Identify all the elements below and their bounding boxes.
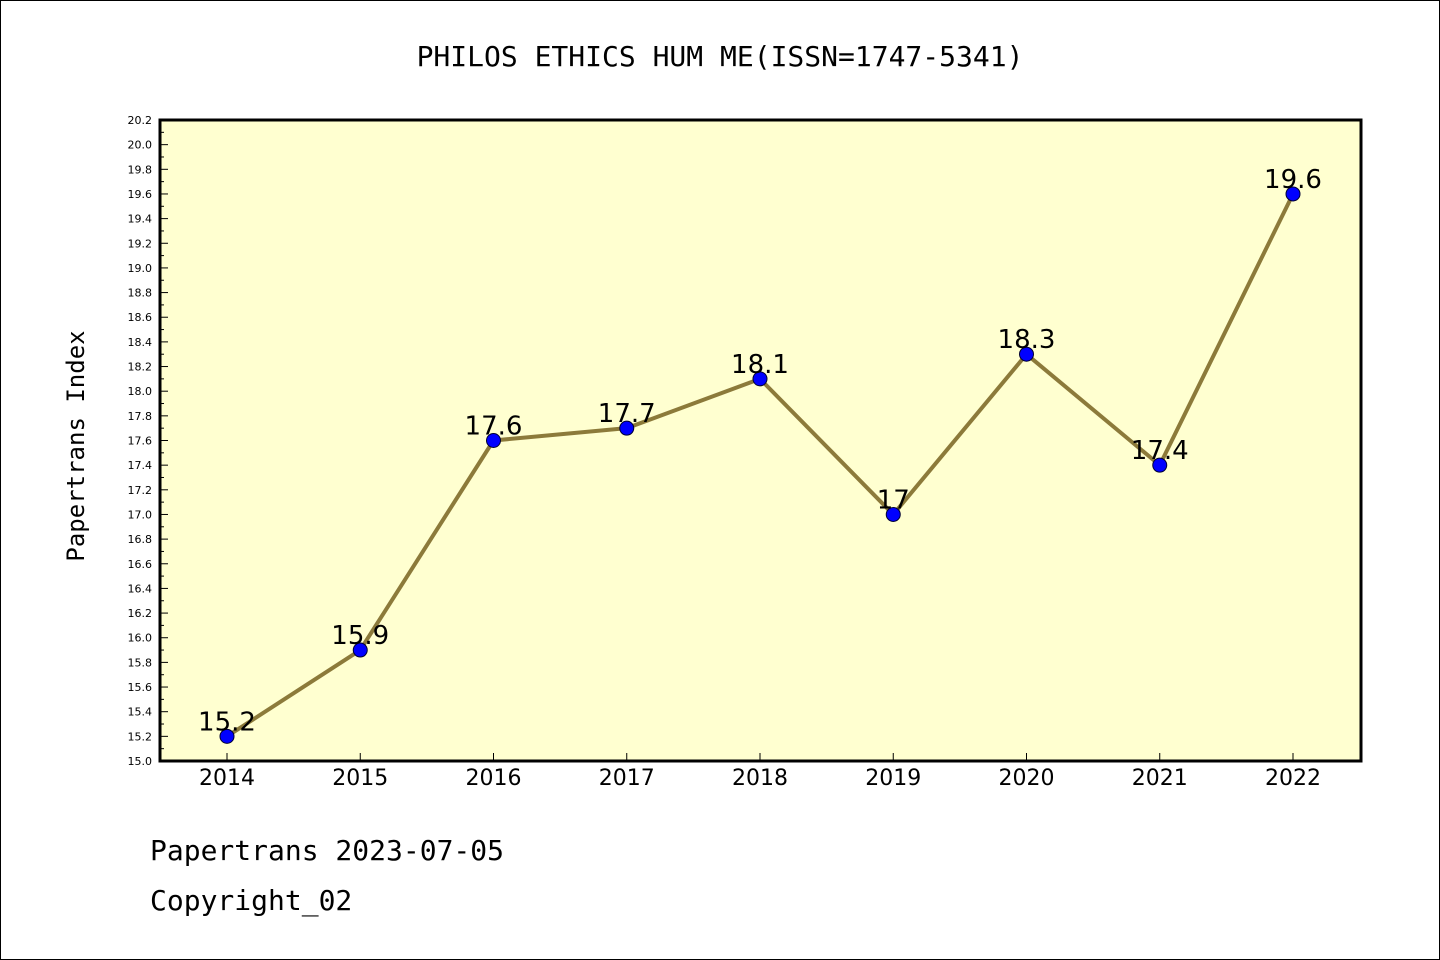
y-axis-label: Papertrans Index (62, 330, 90, 561)
x-tick-label: 2022 (1265, 766, 1321, 791)
y-tick-label: 15.2 (128, 730, 153, 743)
data-label: 15.9 (331, 621, 389, 651)
data-label: 19.6 (1264, 165, 1322, 195)
y-tick-label: 19.6 (128, 188, 153, 201)
y-tick-label: 16.0 (128, 632, 153, 645)
data-label: 18.1 (731, 350, 789, 380)
x-tick-label: 2018 (732, 766, 788, 791)
x-axis-ticks: 2014 2015 2016 2017 2018 2019 2020 2021 2022 (199, 753, 1321, 791)
data-point (885, 506, 901, 522)
y-tick-label: 15.6 (128, 681, 153, 694)
y-tick-label: 16.2 (128, 607, 153, 620)
y-tick-label: 18.0 (128, 385, 153, 398)
y-tick-label: 19.0 (128, 262, 153, 275)
x-tick-label: 2016 (466, 766, 522, 791)
y-axis-ticks: 15.0 15.2 15.4 15.6 15.8 16.0 16.2 16.4 16.6 16.8… (128, 114, 168, 768)
y-tick-label: 18.6 (128, 311, 153, 324)
x-tick-label: 2017 (599, 766, 655, 791)
y-tick-label: 16.4 (128, 582, 153, 595)
y-tick-label: 15.4 (128, 706, 153, 719)
data-point (486, 433, 501, 448)
y-tick-label: 17.4 (128, 459, 153, 472)
data-point (752, 371, 768, 387)
x-tick-label: 2021 (1132, 766, 1188, 791)
x-tick-label: 2019 (865, 766, 921, 791)
y-tick-label: 15.8 (128, 656, 153, 669)
data-point (1019, 346, 1034, 362)
y-tick-label: 18.8 (128, 287, 153, 300)
y-tick-label: 16.6 (128, 558, 153, 571)
y-tick-label: 18.4 (128, 336, 153, 349)
y-tick-label: 17.8 (128, 410, 153, 423)
y-tick-label: 19.2 (128, 237, 153, 250)
footer-date: Papertrans 2023-07-05 (150, 834, 505, 867)
data-label: 17.4 (1131, 436, 1189, 466)
y-tick-label: 18.2 (128, 361, 153, 374)
data-point (219, 728, 235, 744)
x-tick-label: 2020 (999, 766, 1055, 791)
data-label: 17.6 (465, 412, 523, 442)
data-point (352, 642, 368, 658)
y-tick-label: 15.0 (128, 755, 153, 768)
x-tick-label: 2015 (332, 766, 388, 791)
y-tick-label: 16.8 (128, 533, 153, 546)
series-markers (219, 186, 1301, 744)
y-tick-label: 19.4 (128, 213, 153, 226)
data-label: 17.7 (598, 399, 656, 429)
data-labels: 15.2 15.9 17.6 17.7 18.1 17 18.3 17.4 19.6 (198, 165, 1322, 737)
chart-title: PHILOS ETHICS HUM ME(ISSN=1747-5341) (417, 40, 1024, 73)
y-tick-label: 20.2 (128, 114, 153, 127)
x-tick-label: 2014 (199, 766, 255, 791)
data-label: 17 (877, 485, 910, 515)
footer-copyright: Copyright_02 (150, 884, 353, 917)
data-point (1285, 186, 1301, 202)
data-point (619, 420, 635, 436)
y-tick-label: 20.0 (128, 139, 153, 152)
data-point (1152, 457, 1168, 473)
y-tick-label: 17.0 (128, 508, 153, 521)
y-tick-label: 17.6 (128, 435, 153, 448)
data-label: 18.3 (998, 325, 1056, 355)
y-tick-label: 19.8 (128, 163, 153, 176)
data-label: 15.2 (198, 707, 256, 737)
y-tick-label: 17.2 (128, 484, 153, 497)
